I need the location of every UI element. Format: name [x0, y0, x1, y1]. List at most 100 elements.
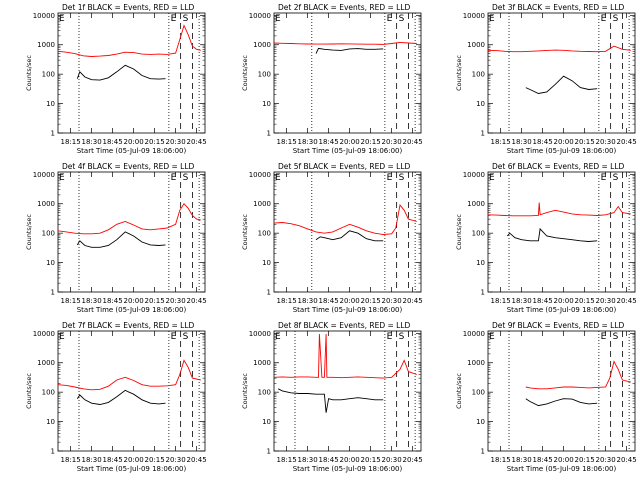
x-tick-label: 20:45	[187, 297, 207, 305]
flag-e-marker: E	[387, 332, 393, 342]
y-tick-label: 1000	[253, 200, 271, 208]
x-tick-label: 20:15	[575, 456, 595, 464]
flag-s-marker: S	[399, 332, 405, 342]
flag-e-marker: E	[171, 14, 177, 24]
y-tick-label: 10000	[249, 12, 271, 20]
x-tick-label: 18:45	[319, 297, 339, 305]
y-tick-label: 1	[51, 130, 55, 138]
panel-title: Det 3f BLACK = Events, RED = LLD	[492, 3, 625, 12]
flag-e-marker: E	[387, 173, 393, 183]
x-tick-label: 20:00	[124, 456, 144, 464]
panel-5: Det 5f BLACK = Events, RED = LLD 1 10 100 10…	[241, 162, 423, 314]
x-tick-label: 18:15	[277, 138, 297, 146]
x-tick-label: 18:30	[82, 138, 102, 146]
x-axis-label: Start Time (05-Jul-09 18:06:00)	[507, 306, 617, 314]
flag-e: E	[489, 14, 495, 24]
y-axis-label: Counts/sec	[25, 373, 33, 409]
x-tick-label: 20:30	[596, 297, 616, 305]
x-tick-label: 18:45	[319, 456, 339, 464]
y-tick-label: 1000	[37, 41, 55, 49]
x-tick-label: 18:30	[512, 456, 532, 464]
flag-s-marker: S	[399, 14, 405, 24]
x-tick-label: 20:30	[382, 297, 402, 305]
series-line-lld	[273, 41, 417, 45]
y-tick-label: 10	[476, 418, 485, 426]
x-axis-label: Start Time (05-Jul-09 18:06:00)	[293, 306, 403, 314]
x-tick-label: 20:30	[596, 138, 616, 146]
flag-e-marker: E	[171, 173, 177, 183]
x-tick-label: 20:00	[340, 456, 360, 464]
panel-title: Det 6f BLACK = Events, RED = LLD	[492, 162, 625, 171]
x-tick-label: 20:00	[340, 138, 360, 146]
x-tick-label: 20:15	[145, 456, 165, 464]
flag-e: E	[489, 332, 495, 342]
y-tick-label: 10	[476, 259, 485, 267]
x-axis-label: Start Time (05-Jul-09 18:06:00)	[77, 465, 187, 473]
y-tick-label: 1000	[467, 200, 485, 208]
y-tick-label: 10000	[463, 12, 485, 20]
x-tick-label: 18:30	[298, 456, 318, 464]
y-tick-label: 1000	[253, 359, 271, 367]
flag-e-marker: E	[601, 173, 607, 183]
flag-e-marker: E	[601, 332, 607, 342]
panel-title: Det 9f BLACK = Events, RED = LLD	[492, 321, 625, 330]
flag-s-marker: S	[613, 14, 619, 24]
x-tick-label: 20:00	[554, 138, 574, 146]
panel-4: Det 4f BLACK = Events, RED = LLD 1 10 100 10…	[25, 162, 207, 314]
series-line-events	[506, 227, 598, 242]
y-tick-label: 100	[258, 230, 271, 238]
x-tick-label: 20:00	[124, 297, 144, 305]
series-line-events	[76, 389, 166, 405]
series-line-lld	[57, 24, 201, 57]
series-line-events	[525, 398, 598, 407]
x-tick-label: 18:30	[298, 297, 318, 305]
x-tick-label: 20:15	[575, 297, 595, 305]
x-tick-label: 18:45	[103, 138, 123, 146]
plot-frame	[57, 12, 206, 134]
x-axis-label: Start Time (05-Jul-09 18:06:00)	[507, 465, 617, 473]
x-tick-label: 18:30	[512, 297, 532, 305]
series-line-events	[525, 75, 598, 94]
x-tick-label: 18:45	[103, 456, 123, 464]
panel-title: Det 7f BLACK = Events, RED = LLD	[62, 321, 195, 330]
y-axis-label: Counts/sec	[455, 373, 463, 409]
series-line-events	[277, 388, 384, 413]
y-tick-label: 1000	[37, 359, 55, 367]
y-tick-label: 100	[258, 389, 271, 397]
y-tick-label: 1000	[467, 41, 485, 49]
x-axis-label: Start Time (05-Jul-09 18:06:00)	[507, 147, 617, 155]
x-tick-label: 20:45	[617, 138, 637, 146]
x-tick-label: 20:15	[361, 138, 381, 146]
y-tick-label: 1	[481, 448, 485, 456]
plot-frame	[487, 12, 636, 134]
x-axis-label: Start Time (05-Jul-09 18:06:00)	[293, 147, 403, 155]
x-tick-label: 18:15	[277, 456, 297, 464]
panel-8: Det 8f BLACK = Events, RED = LLD 1 10 100 10…	[241, 321, 423, 473]
x-tick-label: 20:00	[124, 138, 144, 146]
x-axis-label: Start Time (05-Jul-09 18:06:00)	[293, 465, 403, 473]
plot-frame	[57, 330, 206, 452]
y-axis-label: Counts/sec	[241, 373, 249, 409]
y-tick-label: 100	[472, 389, 485, 397]
y-tick-label: 1000	[253, 41, 271, 49]
x-tick-label: 18:15	[61, 138, 81, 146]
plot-frame	[273, 330, 422, 452]
flag-e-marker: E	[601, 14, 607, 24]
y-tick-label: 10	[262, 100, 271, 108]
series-line-lld	[525, 360, 631, 390]
y-tick-label: 10000	[33, 12, 55, 20]
x-tick-label: 20:00	[340, 297, 360, 305]
flag-e: E	[59, 14, 65, 24]
x-tick-label: 20:30	[166, 138, 186, 146]
x-tick-label: 18:15	[491, 456, 511, 464]
x-tick-label: 18:15	[61, 456, 81, 464]
plot-frame	[57, 171, 206, 293]
x-tick-label: 20:45	[617, 297, 637, 305]
y-axis-label: Counts/sec	[455, 55, 463, 91]
series-line-lld	[487, 45, 631, 53]
x-tick-label: 20:15	[575, 138, 595, 146]
panel-7: Det 7f BLACK = Events, RED = LLD 1 10 100 10…	[25, 321, 207, 473]
y-tick-label: 10000	[33, 330, 55, 338]
panel-3: Det 3f BLACK = Events, RED = LLD 1 10 100 10…	[455, 3, 637, 155]
